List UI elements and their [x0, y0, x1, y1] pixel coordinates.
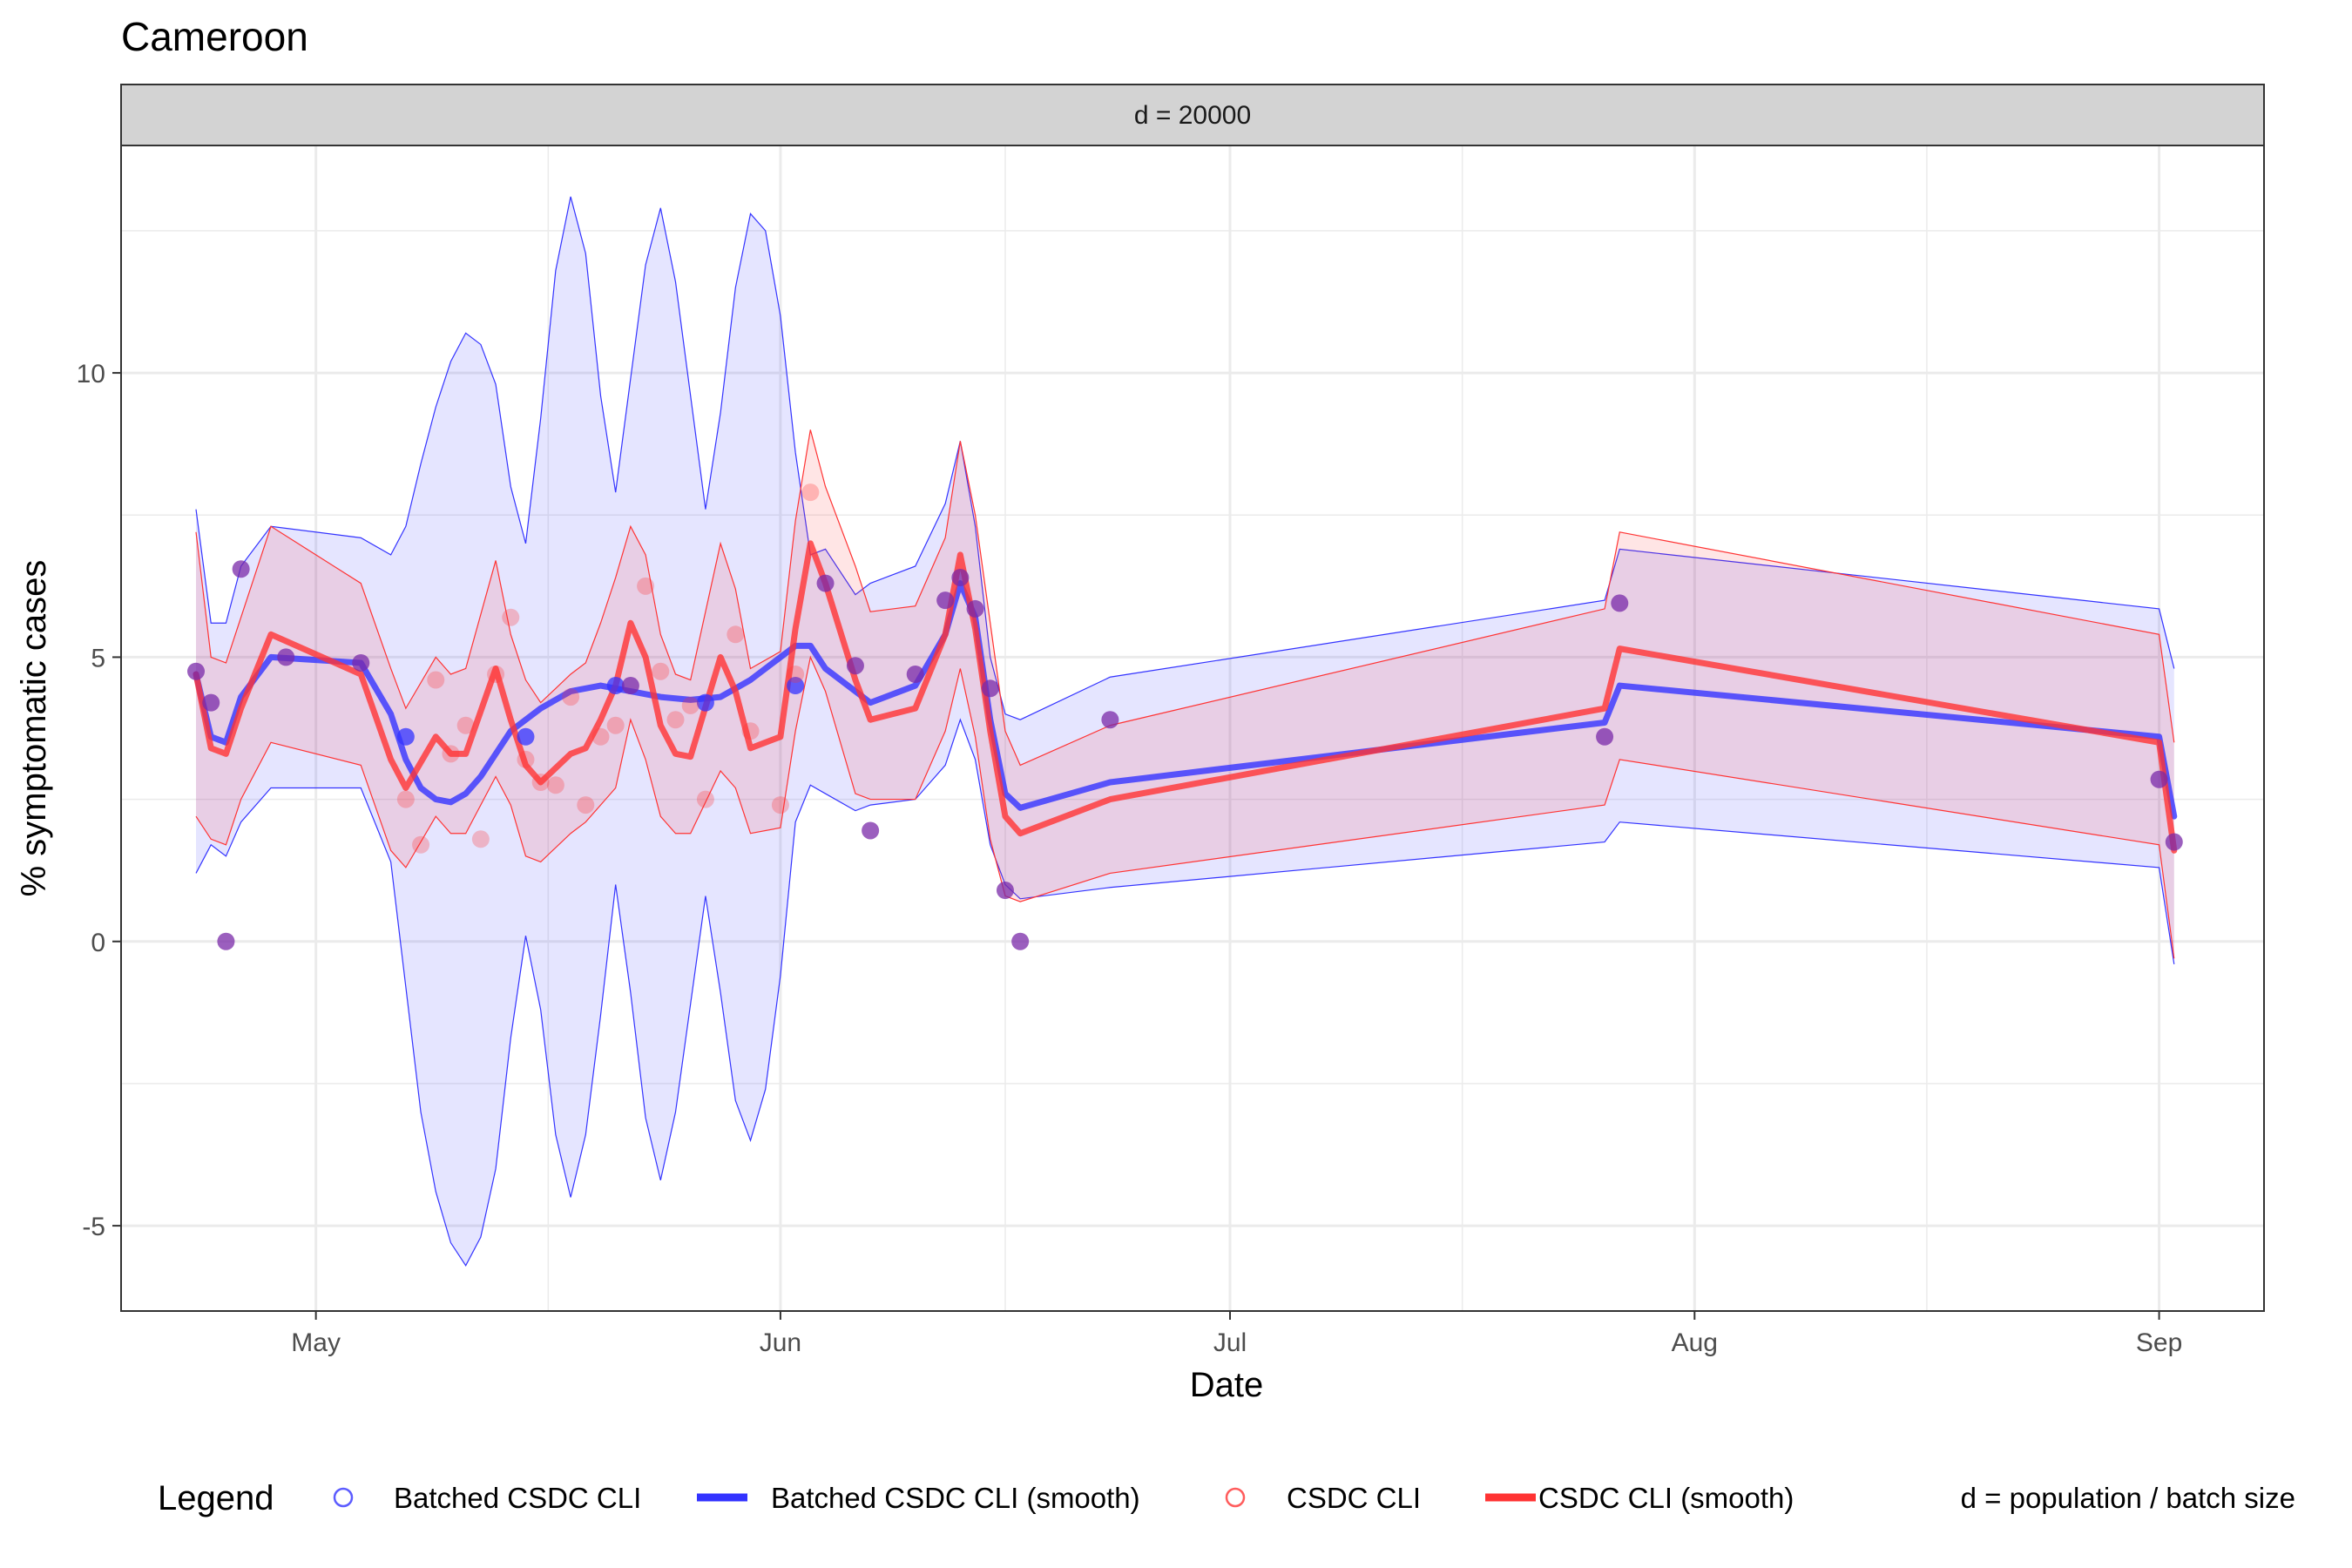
legend-item-batched-points: Batched CSDC CLI — [333, 1482, 641, 1514]
x-axis-label: Date — [1190, 1366, 1264, 1404]
csdc-cli-point — [471, 830, 490, 848]
csdc-cli-point — [681, 696, 700, 714]
legend-label-csdc-smooth: CSDC CLI (smooth) — [1538, 1482, 1794, 1514]
both-overlapping-point — [981, 679, 999, 698]
both-overlapping-point — [187, 662, 206, 680]
csdc-cli-point — [502, 608, 520, 626]
y-tick-label: 0 — [91, 929, 105, 957]
batched-csdc-cli-smooth-interval-lower-edge — [195, 718, 2175, 1267]
csdc-cli-point — [487, 665, 505, 683]
legend: Legend Batched CSDC CLI Batched CSDC CLI… — [158, 1479, 2295, 1517]
both-overlapping-point — [1101, 711, 1119, 729]
confidence-bands — [195, 196, 2175, 1267]
csdc-cli-point — [562, 688, 580, 706]
legend-key-batched-point — [333, 1487, 354, 1508]
csdc-cli-point — [517, 750, 535, 768]
batched-csdc-cli-point — [517, 727, 535, 746]
x-tick-label: Jun — [760, 1328, 801, 1357]
csdc-cli-point — [666, 711, 685, 729]
csdc-cli-smooth-interval-upper-edge — [195, 429, 2175, 767]
both-overlapping-point — [217, 932, 235, 950]
x-tick-label: Sep — [2136, 1328, 2182, 1357]
csdc-cli-point — [771, 796, 789, 814]
y-axis-label: % symptomatic cases — [15, 560, 53, 897]
both-overlapping-point — [202, 693, 220, 712]
both-overlapping-point — [232, 560, 250, 578]
csdc-cli-point — [427, 671, 445, 689]
data-points — [187, 483, 2183, 950]
legend-item-batched-smooth: Batched CSDC CLI (smooth) — [697, 1482, 1140, 1514]
plot-area — [120, 145, 2265, 1312]
legend-label-csdc-points: CSDC CLI — [1287, 1482, 1421, 1514]
both-overlapping-point — [1611, 594, 1629, 612]
legend-item-csdc-smooth: CSDC CLI (smooth) — [1485, 1482, 1794, 1514]
both-overlapping-point — [277, 648, 295, 666]
both-overlapping-point — [2150, 770, 2168, 788]
legend-label-batched-smooth: Batched CSDC CLI (smooth) — [771, 1482, 1140, 1514]
plot-border — [120, 145, 2265, 1312]
both-overlapping-point — [1596, 727, 1614, 746]
x-tick-label: Jul — [1213, 1328, 1247, 1357]
csdc-cli-point — [741, 722, 760, 740]
batched-csdc-cli-point — [696, 693, 714, 712]
both-overlapping-point — [951, 569, 970, 587]
plot-panel — [121, 145, 2264, 1311]
y-tick-label: 5 — [91, 644, 105, 672]
batched-csdc-cli-point — [606, 677, 625, 695]
csdc-cli-point — [591, 727, 610, 746]
chart-title: Cameroon — [121, 14, 308, 59]
x-axis-ticks: May Jun Jul Aug Sep — [291, 1311, 2182, 1357]
both-overlapping-point — [352, 653, 370, 672]
panel-strip-label: d = 20000 — [1134, 101, 1251, 130]
csdc-cli-smooth-line — [193, 540, 2178, 854]
csdc-cli-point — [727, 625, 745, 644]
gridlines — [121, 145, 2264, 1311]
smooth-lines — [193, 540, 2178, 854]
csdc-cli-point — [696, 790, 714, 808]
both-overlapping-point — [906, 665, 924, 683]
csdc-cli-point — [396, 790, 415, 808]
csdc-cli-point — [531, 774, 550, 792]
batched-csdc-cli-smooth-interval-fill — [196, 196, 2174, 1266]
both-overlapping-point — [2165, 833, 2183, 851]
legend-label-batched-points: Batched CSDC CLI — [394, 1482, 641, 1514]
y-tick-label: -5 — [82, 1213, 105, 1241]
x-tick-label: Aug — [1672, 1328, 1718, 1357]
batched-csdc-cli-point — [396, 727, 415, 746]
csdc-cli-point — [606, 716, 625, 734]
both-overlapping-point — [846, 657, 864, 675]
csdc-cli-point — [456, 716, 475, 734]
batched-csdc-cli-point — [787, 677, 805, 695]
panel-strip — [120, 84, 2265, 146]
legend-note: d = population / batch size — [1961, 1482, 2295, 1514]
both-overlapping-point — [936, 591, 955, 610]
csdc-cli-point — [787, 665, 805, 683]
both-overlapping-point — [966, 599, 984, 618]
csdc-cli-point — [546, 776, 564, 794]
csdc-cli-point — [652, 662, 670, 680]
both-overlapping-point — [1011, 932, 1030, 950]
legend-item-csdc-points: CSDC CLI — [1225, 1482, 1421, 1514]
csdc-cli-point — [801, 483, 820, 502]
both-overlapping-point — [816, 574, 835, 592]
csdc-cli-point — [637, 577, 655, 595]
csdc-cli-point — [442, 745, 460, 763]
both-overlapping-point — [621, 677, 639, 695]
csdc-cli-point — [577, 796, 595, 814]
both-overlapping-point — [996, 882, 1014, 900]
csdc-cli-smooth-interval-lower-edge — [195, 655, 2175, 959]
legend-key-csdc-point — [1225, 1487, 1246, 1508]
csdc-cli-point — [412, 835, 430, 854]
legend-title: Legend — [158, 1479, 274, 1517]
y-axis-ticks: -5 0 5 10 — [77, 360, 121, 1241]
batched-csdc-cli-smooth-interval-upper-edge — [195, 196, 2175, 720]
csdc-cli-smooth-interval-fill — [196, 429, 2174, 959]
y-tick-label: 10 — [77, 360, 105, 389]
x-tick-label: May — [291, 1328, 341, 1357]
both-overlapping-point — [862, 821, 880, 840]
